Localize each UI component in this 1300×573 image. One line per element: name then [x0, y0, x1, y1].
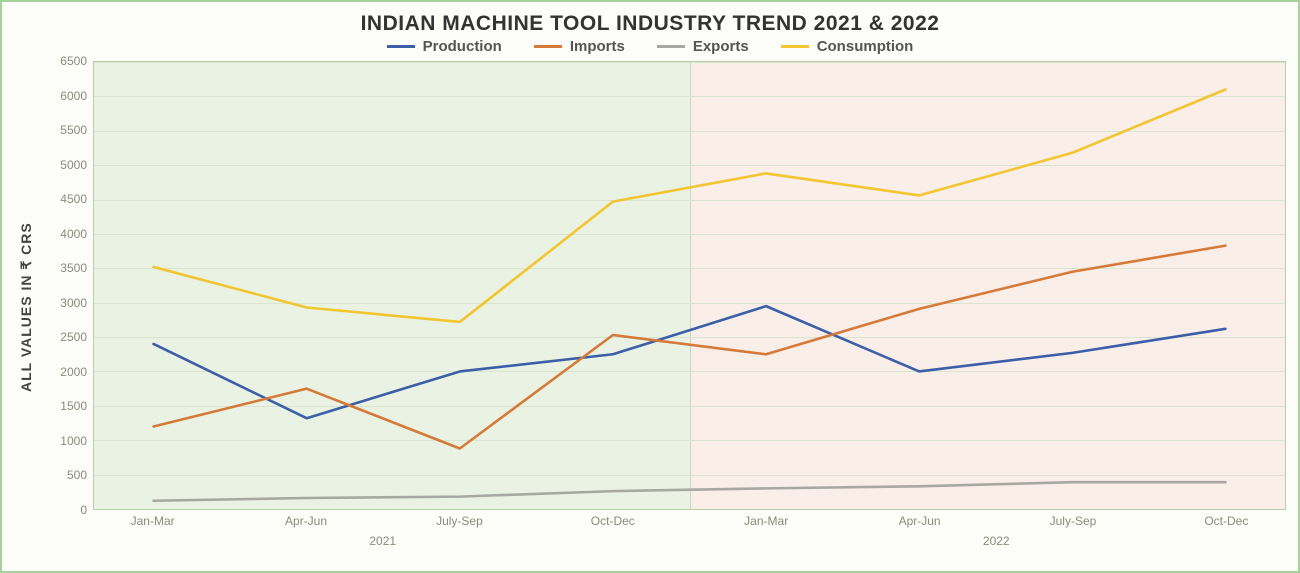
plot-area: [93, 61, 1286, 510]
x-tick-label: Jan-Mar: [131, 514, 175, 528]
legend: Production Imports Exports Consumption: [14, 38, 1286, 55]
x-tick-label: Jan-Mar: [744, 514, 788, 528]
y-tick-gutter: 0 500 1000 1500 2000 2500 3000 3500 4000 4500 5000…: [38, 61, 93, 554]
y-tick-label: 2000: [60, 365, 87, 379]
x-tick-label: July-Sep: [436, 514, 483, 528]
y-tick-label: 6000: [60, 89, 87, 103]
x-tick-label: Oct-Dec: [591, 514, 635, 528]
y-tick-label: 500: [67, 468, 87, 482]
y-tick-label: 2500: [60, 330, 87, 344]
legend-item-imports: Imports: [534, 38, 625, 55]
legend-label-imports: Imports: [570, 38, 625, 55]
y-tick-label: 0: [80, 503, 87, 517]
x-year-label: 2022: [983, 534, 1010, 548]
x-tick-label: Apr-Jun: [285, 514, 327, 528]
y-tick-label: 4500: [60, 192, 87, 206]
x-tick-label: Oct-Dec: [1204, 514, 1248, 528]
corner-notch: [1280, 0, 1300, 20]
y-tick-label: 3000: [60, 296, 87, 310]
y-tick-label: 4000: [60, 227, 87, 241]
legend-swatch-exports: [657, 45, 685, 48]
legend-item-production: Production: [387, 38, 502, 55]
series-line-consumption: [154, 90, 1226, 322]
y-tick-label: 5000: [60, 158, 87, 172]
y-axis-label: ALL VALUES IN ₹ CRS: [14, 61, 38, 554]
y-tick-label: 1500: [60, 399, 87, 413]
legend-label-production: Production: [423, 38, 502, 55]
series-line-production: [154, 306, 1226, 418]
series-lines: [94, 62, 1285, 509]
y-tick-label: 1000: [60, 434, 87, 448]
x-tick-label: July-Sep: [1050, 514, 1097, 528]
y-tick-label: 3500: [60, 261, 87, 275]
y-tick-label: 5500: [60, 123, 87, 137]
legend-swatch-consumption: [781, 45, 809, 48]
x-axis: Jan-Mar Apr-Jun July-Sep Oct-Dec Jan-Mar Apr-…: [93, 510, 1286, 554]
legend-item-exports: Exports: [657, 38, 749, 55]
legend-label-consumption: Consumption: [817, 38, 914, 55]
x-tick-label: Apr-Jun: [899, 514, 941, 528]
chart-title: INDIAN MACHINE TOOL INDUSTRY TREND 2021 …: [14, 12, 1286, 36]
series-line-exports: [154, 482, 1226, 501]
plot-column: Jan-Mar Apr-Jun July-Sep Oct-Dec Jan-Mar Apr-…: [93, 61, 1286, 554]
x-year-label: 2021: [369, 534, 396, 548]
legend-swatch-production: [387, 45, 415, 48]
legend-swatch-imports: [534, 45, 562, 48]
chart-area: ALL VALUES IN ₹ CRS 0 500 1000 1500 2000 2500…: [14, 61, 1286, 554]
chart-card: INDIAN MACHINE TOOL INDUSTRY TREND 2021 …: [0, 0, 1300, 573]
legend-label-exports: Exports: [693, 38, 749, 55]
y-tick-label: 6500: [60, 54, 87, 68]
series-line-imports: [154, 246, 1226, 449]
legend-item-consumption: Consumption: [781, 38, 914, 55]
